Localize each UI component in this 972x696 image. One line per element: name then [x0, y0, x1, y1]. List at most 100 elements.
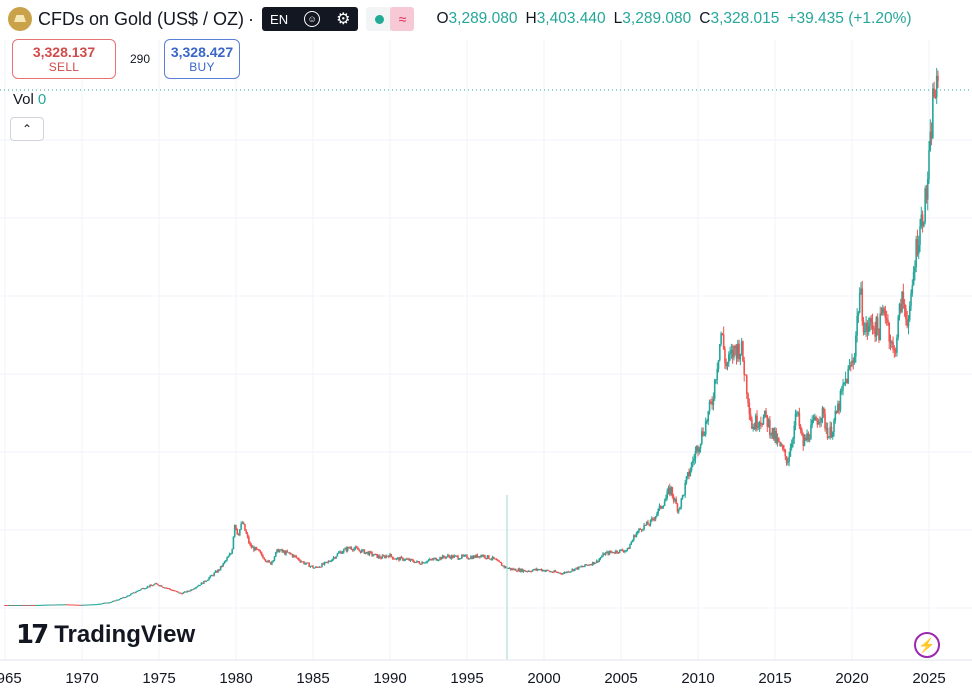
settings-button[interactable]: ⚙ [328, 7, 358, 31]
candle-body [810, 424, 812, 440]
sell-button[interactable]: 3,328.137 SELL [12, 39, 116, 79]
candle-body [653, 519, 656, 521]
candle-body [167, 588, 169, 590]
candle-body [403, 559, 405, 561]
candle-body [805, 437, 807, 441]
candle-body [707, 411, 710, 422]
candle-body [816, 420, 819, 425]
candle-body [162, 586, 164, 588]
candle-body [156, 583, 159, 586]
candle-body [600, 556, 603, 558]
candle-body [190, 589, 192, 591]
gold-bars-icon [8, 7, 32, 31]
candle-body [568, 571, 571, 573]
candle-body [313, 567, 316, 569]
candle-body [187, 590, 190, 592]
candle-body [242, 522, 245, 525]
candle-body [280, 549, 282, 551]
candle-body [416, 561, 418, 563]
candle-body [241, 522, 244, 524]
candle-body [561, 573, 563, 575]
candle-body [60, 604, 63, 606]
market-status[interactable]: ≈ [366, 7, 415, 31]
candle-body [126, 595, 128, 598]
candle-body [423, 562, 426, 564]
symbol-title[interactable]: CFDs on Gold (US$ / OZ) [38, 8, 245, 29]
candle-body [766, 415, 769, 427]
candle-body [838, 403, 840, 411]
candle-body [430, 559, 432, 561]
candle-body [793, 425, 796, 439]
candle-body [570, 571, 572, 573]
candle-body [232, 536, 235, 550]
candle-body [615, 550, 617, 553]
x-tick-label: 1980 [219, 670, 252, 687]
sell-price: 3,328.137 [32, 44, 96, 60]
candle-body [259, 551, 262, 553]
candle-body [237, 534, 240, 536]
candle-body [879, 313, 882, 340]
lightning-icon[interactable]: ⚡ [914, 632, 940, 658]
trade-panel: 3,328.137 SELL 290 3,328.427 BUY [12, 39, 240, 79]
candle-body [923, 222, 925, 227]
candle-body [296, 557, 299, 559]
market-open-dot [375, 14, 385, 24]
candle-body [400, 557, 403, 559]
candle-body [390, 554, 393, 557]
candle-body [77, 604, 79, 606]
candle-body [882, 308, 884, 314]
candle-body [395, 558, 398, 560]
candle-body [896, 337, 898, 353]
candle-body [8, 605, 10, 607]
buy-button[interactable]: 3,328.427 BUY [164, 39, 240, 79]
candle-body [776, 438, 779, 443]
candle-body [508, 567, 511, 569]
candle-body [357, 548, 359, 550]
candle-body [277, 549, 280, 553]
candle-body [770, 434, 772, 436]
candle-body [916, 239, 919, 255]
candle-body [651, 518, 653, 521]
candle-body [422, 562, 425, 564]
candle-body [787, 462, 789, 464]
candle-body [414, 561, 417, 563]
smile-button[interactable]: ☺ [296, 7, 328, 31]
candle-body [51, 604, 54, 606]
candle-body [926, 179, 929, 200]
candle-body [123, 597, 126, 599]
candle-body [627, 548, 630, 550]
tradingview-logo[interactable]: 17 TradingView [16, 620, 195, 650]
candle-body [873, 328, 875, 330]
candle-body [667, 487, 670, 492]
candle-body [485, 557, 488, 559]
candle-body [20, 604, 23, 606]
candle-body [218, 569, 221, 571]
language-button[interactable]: EN [270, 11, 289, 27]
candle-body [840, 390, 843, 392]
candle-body [695, 446, 698, 452]
candle-body [754, 415, 757, 430]
candle-body [875, 317, 878, 337]
candle-body [893, 349, 896, 351]
candle-body [509, 567, 512, 570]
candle-body [453, 555, 455, 558]
candle-body [706, 421, 708, 423]
collapse-legend-button[interactable]: ⌃ [10, 117, 44, 141]
sell-label: SELL [48, 60, 80, 74]
candle-body [214, 571, 217, 573]
candle-body [146, 586, 149, 588]
candle-body [181, 593, 183, 595]
candle-body [262, 555, 264, 559]
candle-body [644, 524, 647, 526]
candle-body [858, 292, 861, 313]
candle-body [14, 605, 17, 607]
candle-body [353, 548, 355, 551]
candle-body [498, 560, 500, 562]
volume-legend[interactable]: Vol 0 [13, 91, 46, 108]
candle-body [889, 341, 892, 344]
candle-body [563, 572, 566, 574]
candle-body [23, 604, 26, 606]
candle-body [772, 427, 775, 440]
candle-body [235, 525, 237, 529]
